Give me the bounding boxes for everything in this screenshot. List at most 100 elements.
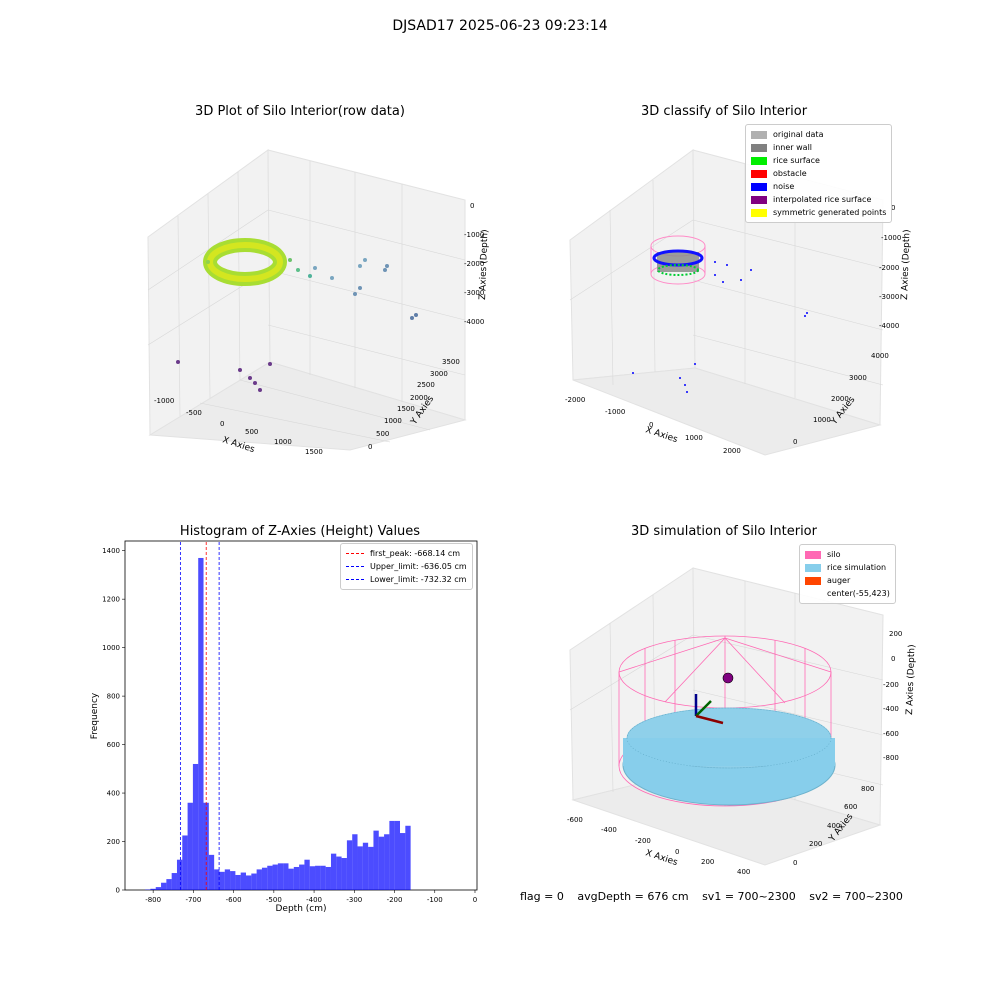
- histogram-frame: [124, 540, 478, 891]
- legend-entry: first_peak: -668.14 cm: [346, 547, 467, 560]
- histogram-bar: [341, 858, 347, 890]
- flag-text: flag = 0: [520, 890, 564, 903]
- histogram-bar: [235, 874, 241, 890]
- legend-swatch: [751, 195, 767, 204]
- legend-entry: inner wall: [751, 141, 886, 154]
- histogram-bar: [267, 865, 273, 890]
- legend-label: noise: [773, 182, 795, 191]
- histogram-bar: [187, 802, 193, 890]
- histogram-bar: [261, 867, 268, 890]
- p4-xtick: -400: [601, 826, 617, 834]
- legend-label: symmetric generated points: [773, 208, 887, 217]
- histogram-bar: [368, 846, 374, 890]
- histogram-xtick-label: 0: [473, 896, 477, 904]
- panel2-legend: original data inner wall rice surface ob…: [745, 124, 893, 223]
- legend-swatch: [751, 130, 767, 139]
- p2-ztick: 0: [891, 204, 895, 212]
- histogram-bar: [400, 833, 406, 890]
- p1-ytick: 1500: [397, 405, 415, 413]
- legend-swatch: [805, 576, 821, 585]
- p2-xlabel: X Axies: [644, 425, 679, 445]
- histogram-ytick-label: 1000: [102, 644, 120, 652]
- histogram-bar: [283, 863, 289, 890]
- histogram-bar: [394, 820, 401, 890]
- histogram-title: Histogram of Z-Axies (Height) Values: [179, 524, 421, 539]
- histogram-ylabel: Frequency: [90, 692, 100, 739]
- p4-ytick: 600: [844, 803, 857, 811]
- panel2-title: 3D classify of Silo Interior: [640, 104, 808, 119]
- p2-zlabel: Z Axies (Depth): [900, 229, 912, 300]
- histogram-xtick-label: -100: [427, 896, 443, 904]
- p1-xtick: 1500: [305, 448, 323, 456]
- legend-swatch: [805, 550, 821, 559]
- histogram-bar: [203, 802, 209, 890]
- histogram-bar: [166, 879, 172, 890]
- p4-xlabel: X Axies: [644, 848, 679, 868]
- sv1-text: sv1 = 700~2300: [702, 890, 796, 903]
- p1-ztick: 0: [470, 202, 474, 210]
- p4-xtick: 200: [701, 858, 714, 866]
- histogram-bar: [405, 825, 411, 890]
- legend-label: first_peak: -668.14 cm: [370, 549, 461, 558]
- histogram-bar: [325, 866, 331, 890]
- p1-xtick: -500: [186, 409, 202, 417]
- p1-zlabel: Z Axies (Depth): [478, 229, 490, 300]
- legend-swatch: [805, 563, 821, 572]
- p4-ztick: -400: [883, 705, 899, 713]
- p1-ytick: 1000: [384, 417, 402, 425]
- histogram-xtick-label: -200: [387, 896, 403, 904]
- histogram-bar: [161, 882, 167, 890]
- legend-swatch: [805, 590, 821, 598]
- panel4-title: 3D simulation of Silo Interior: [631, 524, 817, 539]
- histogram-bar: [346, 840, 353, 890]
- histogram-bar: [198, 557, 204, 890]
- histogram-ytick-label: 200: [107, 838, 120, 846]
- histogram-bar: [240, 872, 247, 890]
- legend-label: original data: [773, 130, 824, 139]
- histogram-bar: [277, 863, 284, 890]
- p1-ytick: 500: [376, 430, 389, 438]
- histogram-bar: [219, 871, 225, 890]
- legend-label: obstacle: [773, 169, 807, 178]
- legend-swatch: [751, 143, 767, 152]
- p2-xtick: 2000: [723, 447, 741, 455]
- histogram-bar: [315, 865, 321, 890]
- histogram-bar: [182, 835, 188, 890]
- p1-xtick: -1000: [154, 397, 174, 405]
- histogram-bar: [208, 854, 215, 890]
- p2-ytick: 0: [793, 438, 797, 446]
- panel1-title: 3D Plot of Silo Interior(row data): [195, 104, 405, 119]
- panel4-legend: silo rice simulation auger center(-55,42…: [799, 544, 896, 604]
- histogram-ytick-label: 600: [107, 741, 120, 749]
- histogram-xlabel: Depth (cm): [275, 904, 326, 914]
- histogram-bar: [320, 865, 326, 890]
- panel1-plot: -1000 -500 0 500 1000 1500 0 500 1000 15…: [147, 149, 490, 456]
- histogram-bar: [309, 866, 316, 890]
- legend-entry: Lower_limit: -732.32 cm: [346, 573, 467, 586]
- p4-xtick: 0: [675, 848, 679, 856]
- p1-xtick: 0: [220, 420, 224, 428]
- histogram-bar: [362, 842, 369, 890]
- histogram-bar: [192, 763, 199, 890]
- legend-label: rice simulation: [827, 563, 887, 572]
- histogram-bar: [384, 834, 390, 890]
- histogram-ytick-label: 0: [116, 887, 120, 895]
- histogram-bar: [330, 853, 337, 890]
- histogram-bar: [373, 830, 379, 890]
- histogram-bar: [288, 868, 294, 890]
- legend-label: center(-55,423): [827, 589, 890, 598]
- p1-ytick: 3500: [442, 358, 460, 366]
- legend-entry: interpolated rice surface: [751, 193, 886, 206]
- p4-xtick: -600: [567, 816, 583, 824]
- p1-ztick: -2000: [464, 260, 484, 268]
- legend-line: [346, 566, 364, 567]
- histogram-bar: [293, 866, 300, 890]
- legend-label: Upper_limit: -636.05 cm: [370, 562, 467, 571]
- p4-ytick: 800: [861, 785, 874, 793]
- legend-entry: symmetric generated points: [751, 206, 886, 219]
- p2-ztick: -2000: [879, 264, 899, 272]
- p4-ztick: -600: [883, 730, 899, 738]
- p1-xtick: 500: [245, 428, 258, 436]
- histogram-xtick-label: -500: [266, 896, 282, 904]
- legend-entry: obstacle: [751, 167, 886, 180]
